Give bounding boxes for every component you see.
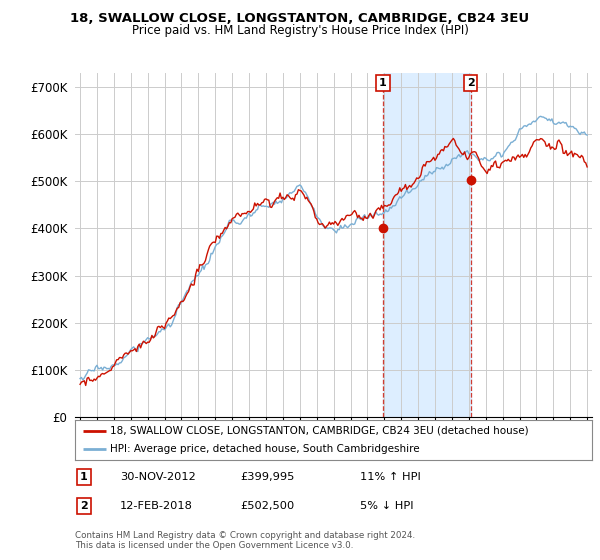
Text: 5% ↓ HPI: 5% ↓ HPI: [360, 501, 413, 511]
Text: 30-NOV-2012: 30-NOV-2012: [120, 472, 196, 482]
Text: £502,500: £502,500: [240, 501, 294, 511]
Text: 1: 1: [379, 78, 387, 88]
Bar: [383, 73, 471, 417]
Text: 2: 2: [80, 501, 88, 511]
Text: 11% ↑ HPI: 11% ↑ HPI: [360, 472, 421, 482]
Text: 1: 1: [80, 472, 88, 482]
Text: 18, SWALLOW CLOSE, LONGSTANTON, CAMBRIDGE, CB24 3EU (detached house): 18, SWALLOW CLOSE, LONGSTANTON, CAMBRIDG…: [110, 426, 529, 436]
Text: 12-FEB-2018: 12-FEB-2018: [120, 501, 193, 511]
Text: Contains HM Land Registry data © Crown copyright and database right 2024.
This d: Contains HM Land Registry data © Crown c…: [75, 530, 415, 550]
Text: £399,995: £399,995: [240, 472, 295, 482]
Text: HPI: Average price, detached house, South Cambridgeshire: HPI: Average price, detached house, Sout…: [110, 445, 420, 454]
Text: 18, SWALLOW CLOSE, LONGSTANTON, CAMBRIDGE, CB24 3EU: 18, SWALLOW CLOSE, LONGSTANTON, CAMBRIDG…: [70, 12, 530, 25]
Text: Price paid vs. HM Land Registry's House Price Index (HPI): Price paid vs. HM Land Registry's House …: [131, 24, 469, 37]
Text: 2: 2: [467, 78, 475, 88]
